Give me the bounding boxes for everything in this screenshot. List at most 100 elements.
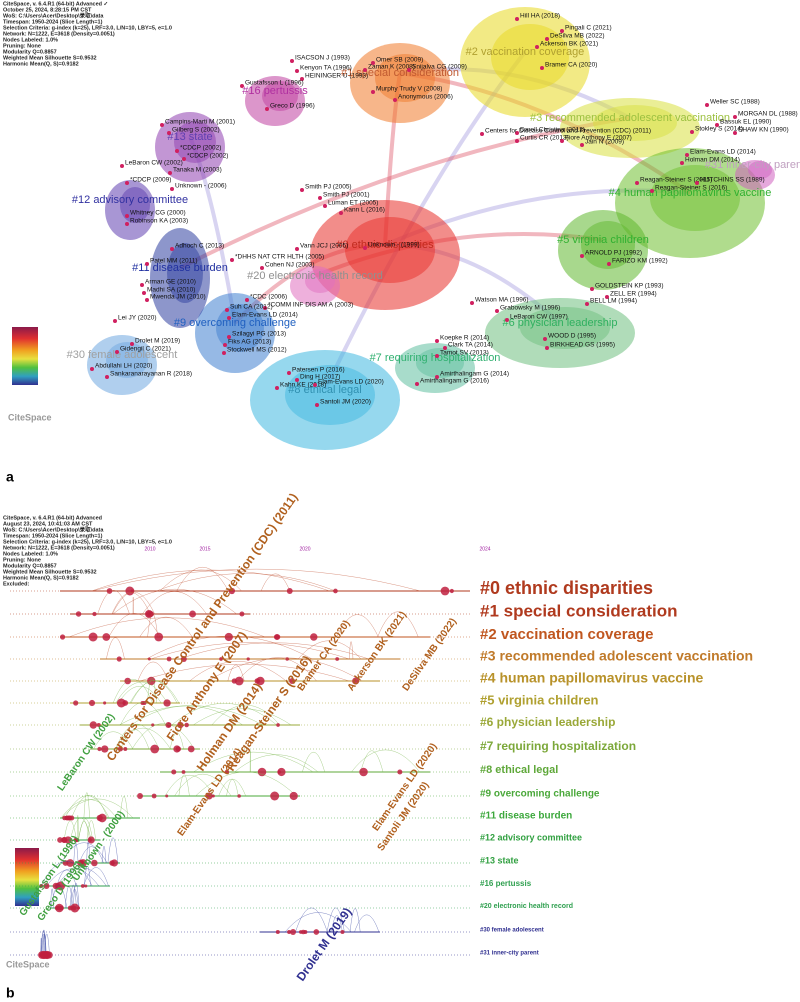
node <box>257 767 267 777</box>
node <box>287 371 291 375</box>
node <box>39 884 43 888</box>
node <box>234 676 244 686</box>
node <box>57 837 63 843</box>
arc <box>107 837 119 864</box>
node <box>515 139 519 143</box>
node <box>715 123 719 127</box>
cluster-label: #30 female adolescent <box>480 928 544 934</box>
node-label: FARIZO KM (1992) <box>612 258 668 265</box>
node <box>298 930 303 934</box>
cluster-label: #0 ethnic disparities <box>480 578 653 598</box>
node <box>560 139 564 143</box>
node <box>57 905 62 911</box>
arc <box>331 915 343 933</box>
node <box>295 378 299 382</box>
cluster-core <box>120 187 150 223</box>
arc <box>56 867 107 887</box>
arc <box>171 703 277 726</box>
arc <box>119 705 263 726</box>
cluster-label: #8 ethical legal <box>480 764 558 776</box>
node <box>90 367 94 371</box>
arc <box>78 821 90 841</box>
node <box>605 295 609 299</box>
header-line: Harmonic Mean(Q, S)=0.9182 <box>3 575 79 581</box>
arc <box>142 591 207 615</box>
header-line: Harmonic Mean(Q, S)=0.9182 <box>3 61 79 67</box>
cluster-core <box>167 243 203 303</box>
node <box>88 838 92 842</box>
node <box>318 196 322 200</box>
arc <box>178 774 190 797</box>
node-label: Reagan-Steiner S (2015) <box>640 177 712 184</box>
header-line: Timespan: 1950-2024 (Slice Length=1) <box>3 19 103 25</box>
node <box>265 107 269 111</box>
node-label: Gustafsson L (1996) <box>245 80 304 87</box>
node-label: Cohen NJ (2003) <box>265 262 315 269</box>
arc <box>226 779 239 797</box>
node <box>287 930 292 934</box>
node-label: HUTCHINS SS (1989) <box>700 177 765 184</box>
header-line: October 25, 2024, 8:28:15 PM CST <box>3 7 92 13</box>
node-label: Campins-Marti M (2001) <box>165 119 235 126</box>
node-label: Tamot SV (2013) <box>440 350 489 357</box>
node <box>335 657 340 661</box>
node-label: Lei JY (2020) <box>118 315 157 322</box>
node <box>270 791 280 801</box>
node-label: Bassuk EL (1990) <box>720 119 771 126</box>
cluster-label: #31 inner-city parent <box>705 159 800 171</box>
header-line: CiteSpace, v. 6.4.R1 (64-bit) Advanced <box>3 515 102 521</box>
node <box>276 723 280 727</box>
node <box>165 794 169 798</box>
node-label: Smith PJ (2005) <box>305 184 352 191</box>
node-label: Amirthalingam G (2016) <box>420 378 489 385</box>
node-label: Centers for Disease Control and Preventi… <box>104 491 301 764</box>
cluster-core <box>262 81 298 111</box>
arc <box>348 641 354 660</box>
header-line: Weighted Mean Silhouette S=0.9532 <box>3 569 97 575</box>
node <box>66 815 72 821</box>
node-label: Stokley S (2014) <box>695 126 743 133</box>
node-label: Kenyon TA (1996) <box>300 65 352 72</box>
node <box>540 66 544 70</box>
header-line: Selection Criteria: g-index (k=25), LRF=… <box>3 25 172 31</box>
node-label: Grabowsky M (1996) <box>500 305 560 312</box>
header-line: August 23, 2024, 10:41:03 AM CST <box>3 521 93 527</box>
year-label: 2024 <box>479 546 490 552</box>
header-line: Excluded: <box>3 581 29 587</box>
node-label: WOOD D (1995) <box>548 333 596 340</box>
node-label: Reagan-Steiner S (2016) <box>655 185 727 192</box>
node <box>96 723 101 727</box>
cluster-label: #8 ethical legal <box>288 384 361 396</box>
node-label: SHAW KN (1990) <box>738 127 789 134</box>
node-label: Bramer CA (2020) <box>545 62 597 69</box>
node <box>223 343 227 347</box>
node <box>435 339 439 343</box>
node <box>175 149 179 153</box>
panel-label: a <box>6 469 14 485</box>
node <box>277 767 286 777</box>
cluster-label: #20 electronic health record <box>247 270 383 282</box>
node <box>73 700 79 706</box>
arc <box>211 704 280 726</box>
panel-label: b <box>6 985 15 1001</box>
arc <box>63 820 77 841</box>
node-label: Holman DM (2014) <box>685 157 740 164</box>
node-label: Koepke R (2014) <box>440 335 489 342</box>
node <box>88 699 96 707</box>
arc <box>218 778 246 797</box>
node-label: Smith PJ (2001) <box>323 192 370 199</box>
node <box>171 769 177 775</box>
node <box>470 301 474 305</box>
node <box>81 861 85 865</box>
node <box>73 837 79 843</box>
node <box>286 588 293 594</box>
node <box>103 701 107 705</box>
cluster-label: #2 vaccination coverage <box>466 46 585 58</box>
arc <box>43 933 50 956</box>
node <box>543 337 547 341</box>
cluster-core <box>593 105 677 141</box>
node <box>142 700 147 706</box>
cluster-label: #12 advisory committee <box>72 194 188 206</box>
node <box>590 287 594 291</box>
node <box>685 153 689 157</box>
